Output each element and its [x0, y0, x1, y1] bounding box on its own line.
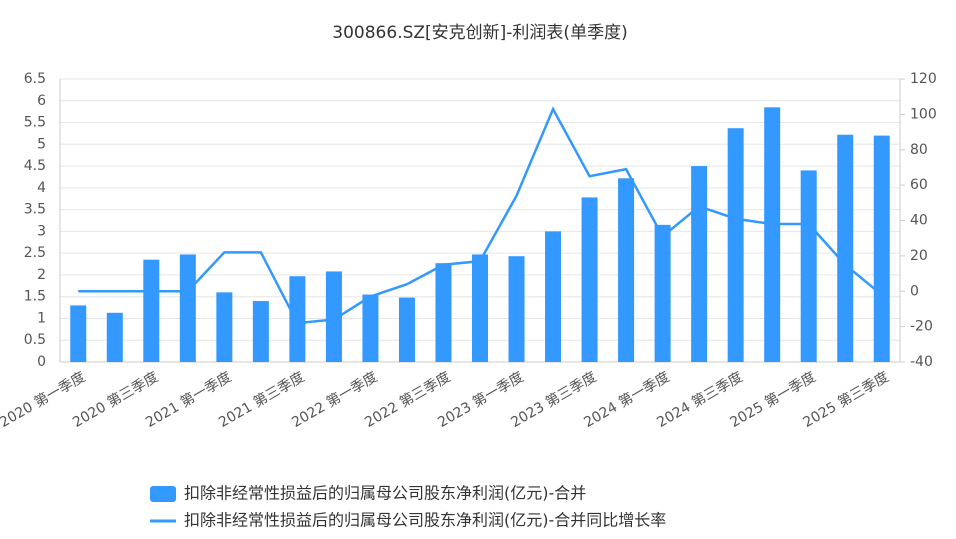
y-tick-label: 4.5	[24, 158, 46, 174]
y-tick-label: 0	[37, 354, 46, 370]
bar	[654, 224, 671, 362]
bar	[216, 292, 233, 362]
y2-tick-label: 0	[910, 283, 919, 299]
y-tick-label: 2	[37, 267, 46, 283]
bar	[764, 107, 781, 362]
y-tick-label: 5	[37, 136, 46, 152]
y2-tick-label: 80	[910, 142, 928, 158]
y2-tick-label: -20	[910, 319, 933, 335]
bar	[837, 134, 854, 362]
y-tick-label: 3	[37, 223, 46, 239]
bar	[143, 259, 160, 362]
bar	[362, 294, 379, 362]
bar	[398, 297, 415, 362]
bar	[252, 301, 269, 362]
bar	[472, 254, 488, 362]
y2-tick-label: 40	[910, 213, 928, 229]
y2-tick-label: 20	[910, 248, 928, 264]
legend-label: 扣除非经常性损益后的归属母公司股东净利润(亿元)-合并同比增长率	[184, 511, 666, 530]
y-tick-label: 4	[37, 180, 46, 196]
bar	[873, 135, 890, 362]
bar	[618, 178, 635, 362]
bar	[727, 128, 744, 362]
bar	[800, 170, 817, 362]
y-tick-label: 5.5	[24, 115, 46, 131]
bar	[581, 197, 598, 362]
y2-tick-label: -40	[910, 354, 933, 370]
bar	[179, 254, 196, 362]
y2-tick-label: 120	[910, 71, 937, 87]
y-tick-label: 6	[37, 93, 46, 109]
bar	[435, 263, 452, 362]
bar	[508, 256, 525, 362]
line	[78, 106, 883, 325]
y2-tick-label: 100	[910, 106, 937, 122]
y-tick-label: 0.5	[24, 332, 46, 348]
y-tick-label: 1.5	[24, 289, 46, 305]
bar	[545, 231, 562, 362]
y-tick-label: 2.5	[24, 245, 46, 261]
legend-swatch	[150, 486, 176, 502]
bar	[691, 166, 708, 362]
y-tick-label: 3.5	[24, 202, 46, 218]
legend-label: 扣除非经常性损益后的归属母公司股东净利润(亿元)-合并	[184, 484, 586, 503]
chart-title: 300866.SZ[安克创新]-利润表(单季度)	[332, 23, 627, 43]
bar	[70, 305, 87, 362]
bar	[325, 271, 342, 362]
bar	[106, 312, 123, 362]
y-tick-label: 1	[37, 310, 46, 326]
bar	[289, 276, 306, 362]
y2-tick-label: 60	[910, 177, 928, 193]
y-tick-label: 6.5	[24, 71, 46, 87]
